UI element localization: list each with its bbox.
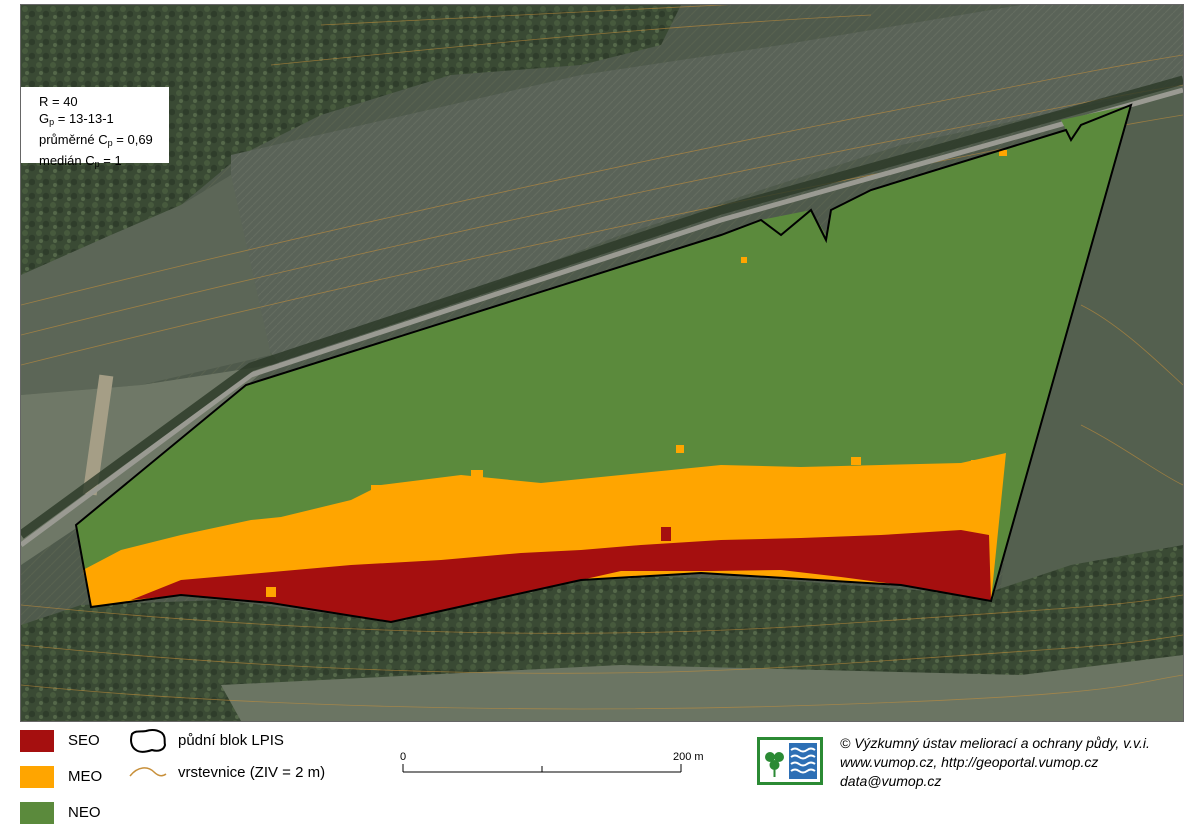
field-strip — [82, 374, 114, 496]
legend-swatch-meo — [20, 766, 54, 788]
zone-seo — [131, 530, 991, 622]
cp-median: medián Cp = 1 — [39, 153, 122, 169]
field-upper — [231, 5, 1183, 365]
aerial-map — [21, 5, 1183, 721]
credits-websites[interactable]: www.vumop.cz, http://geoportal.vumop.cz — [840, 754, 1099, 770]
erosion-zones — [76, 105, 1131, 622]
legend-label-meo: MEO — [68, 768, 103, 785]
field-left — [21, 175, 271, 395]
tree-line — [21, 75, 1183, 539]
r-factor: R = 40 — [39, 94, 78, 109]
map-view[interactable]: R = 40 Gp = 13-13-1 průměrné Cp = 0,69 m… — [20, 4, 1184, 722]
legend-label-lpis: půdní blok LPIS — [178, 732, 284, 749]
lpis-block-outline — [74, 103, 1133, 624]
vumop-logo-graphic — [757, 737, 823, 785]
scale-start-label: 0 — [400, 751, 407, 763]
credits-email[interactable]: data@vumop.cz — [840, 773, 942, 789]
field-bottom — [221, 655, 1183, 721]
legend-swatch-neo — [20, 802, 54, 824]
road — [21, 87, 1183, 548]
scale-end-label: 200 m — [673, 751, 704, 763]
legend-label-seo: SEO — [68, 732, 100, 749]
credits: © Výzkumný ústav meliorací a ochrany půd… — [840, 734, 1150, 791]
gp-value: Gp = 13-13-1 — [39, 111, 114, 127]
cp-average: průměrné Cp = 0,69 — [39, 132, 153, 148]
scale-bar-graphic — [402, 764, 682, 773]
statistics-box: R = 40 Gp = 13-13-1 průměrné Cp = 0,69 m… — [21, 87, 169, 169]
lpis-block-icon — [130, 728, 167, 753]
legend-label-neo: NEO — [68, 804, 101, 821]
legend-label-contour: vrstevnice (ZIV = 2 m) — [178, 764, 326, 781]
contour-line-icon — [129, 767, 167, 777]
forest-top — [21, 5, 681, 275]
legend-swatch-seo — [20, 730, 54, 752]
credits-institute: © Výzkumný ústav meliorací a ochrany půd… — [840, 735, 1150, 751]
vumop-logo — [757, 737, 823, 785]
